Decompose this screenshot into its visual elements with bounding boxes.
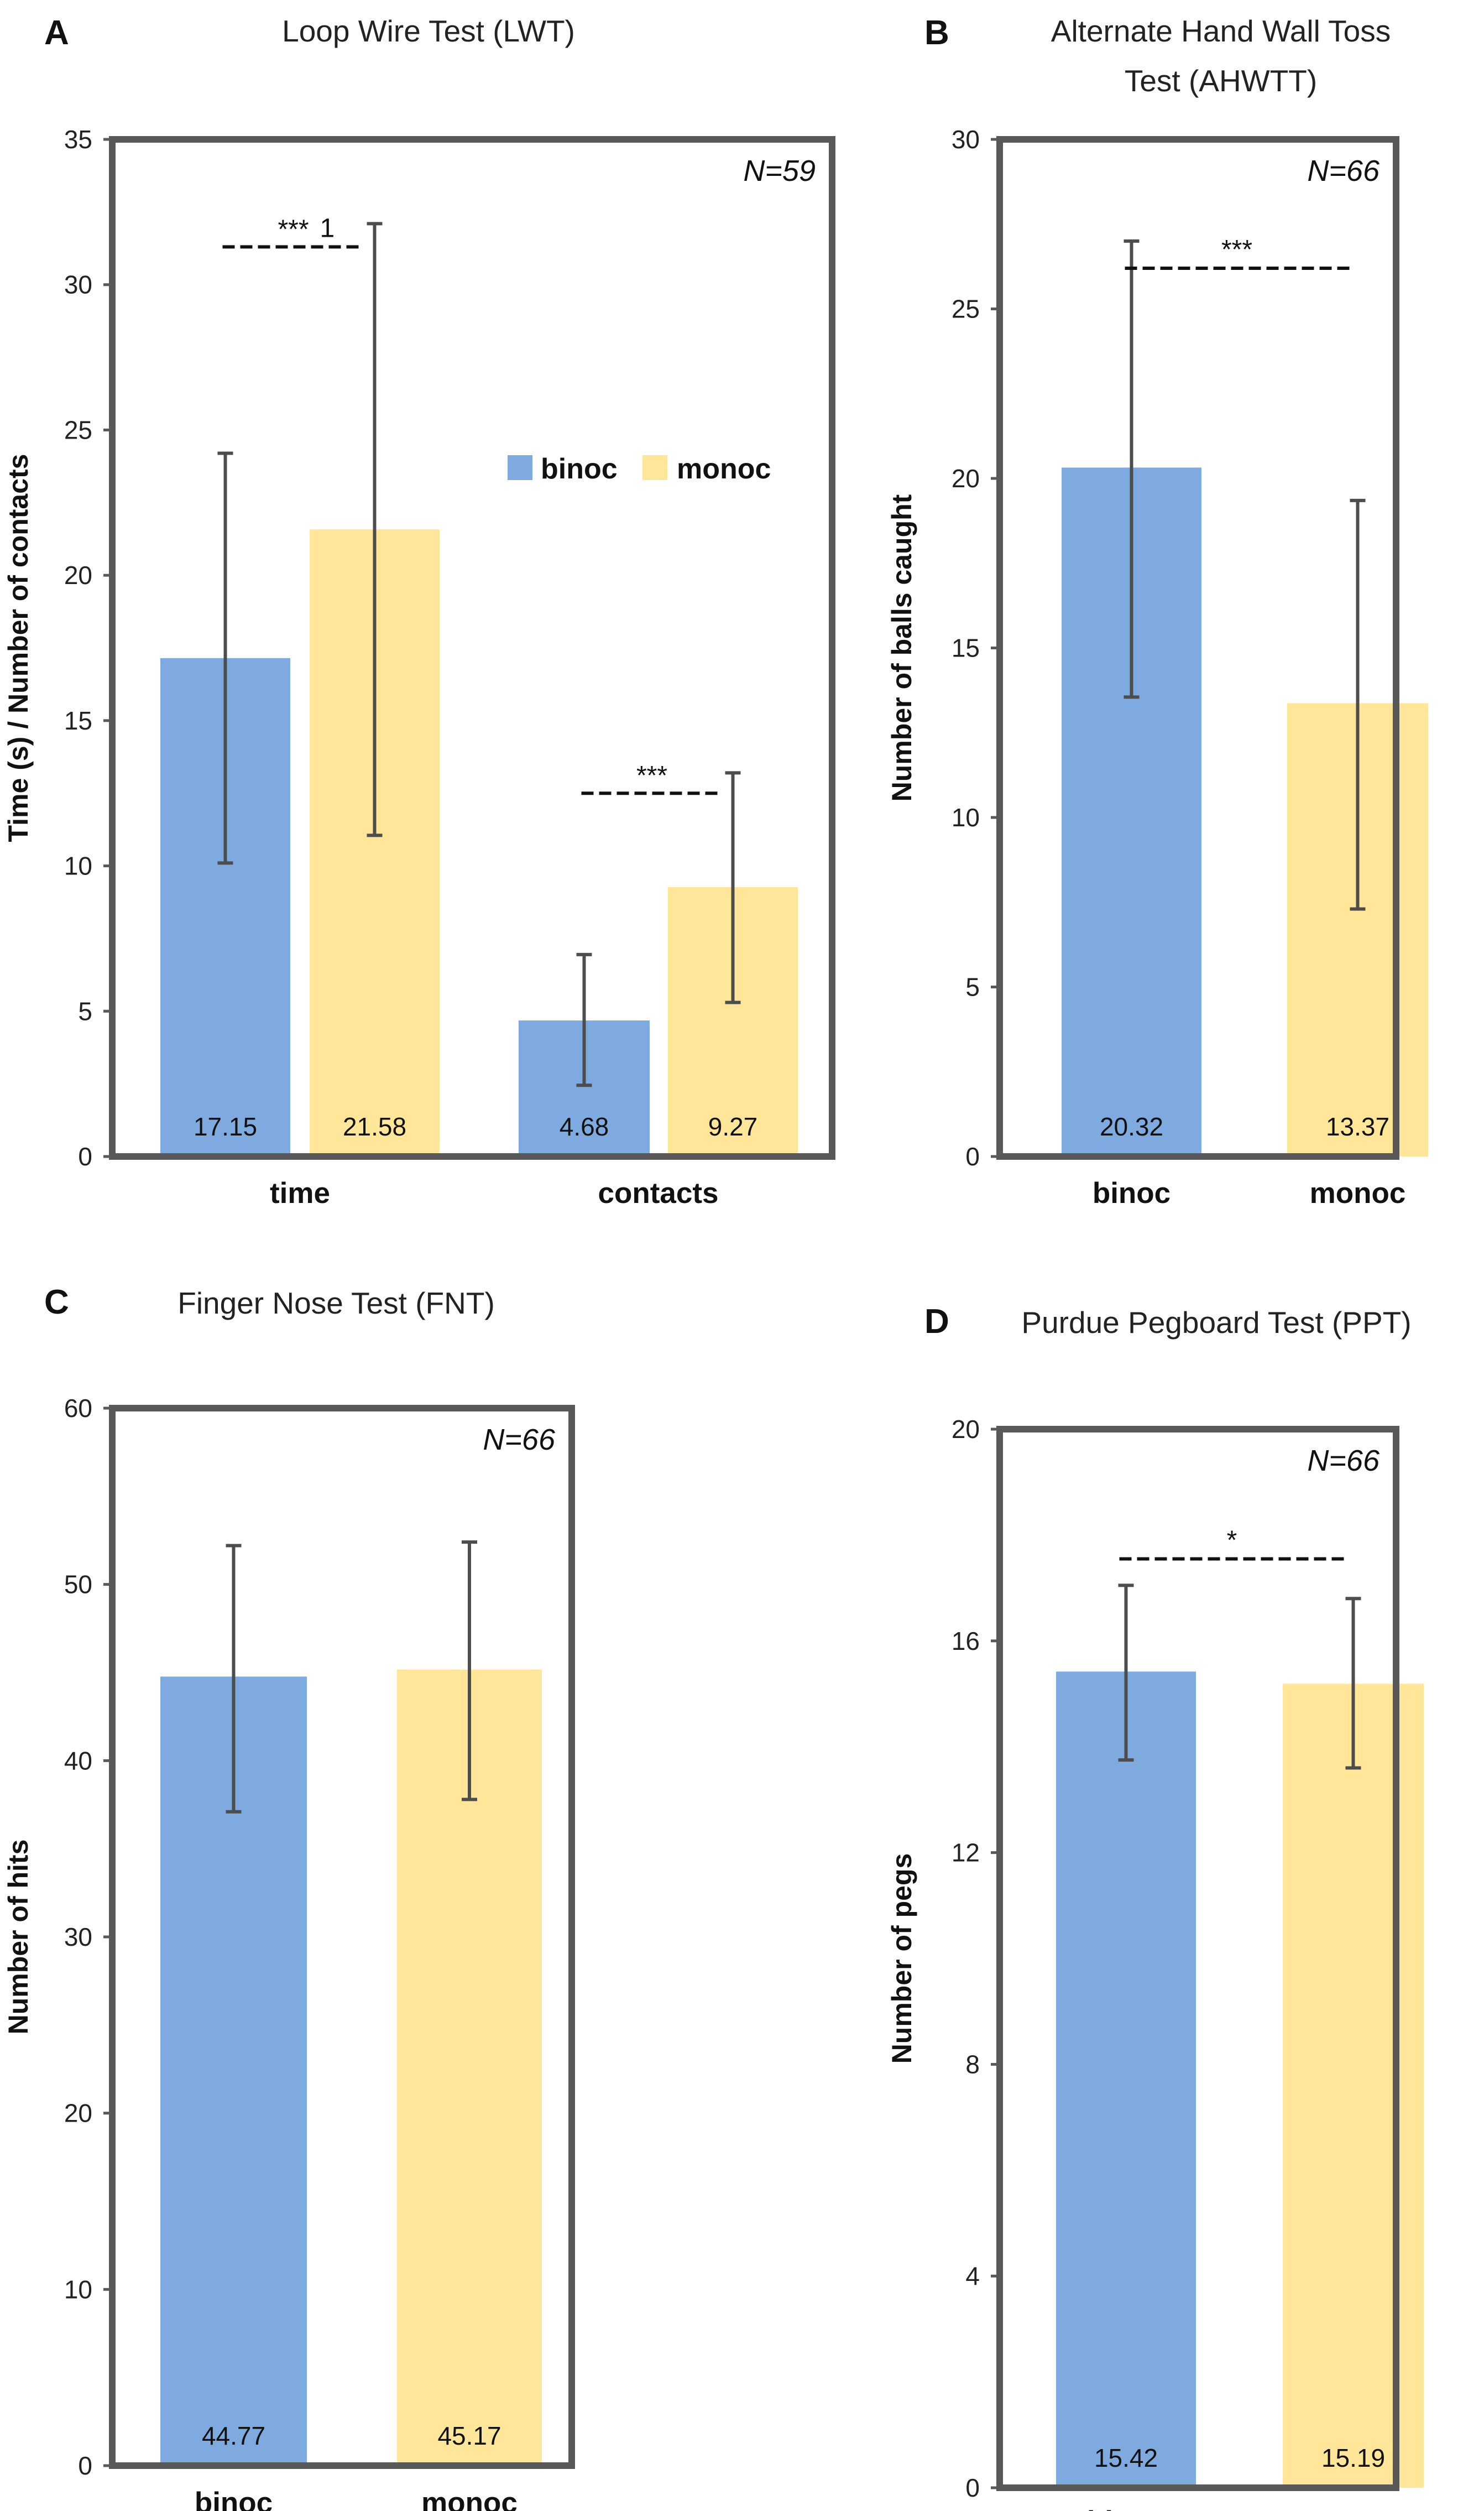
plot-frame <box>109 136 835 1160</box>
y-tick-label: 20 <box>64 561 92 590</box>
y-axis-label: Number of balls caught <box>886 494 917 801</box>
data-label: 21.58 <box>343 1112 406 1141</box>
panel-letter: B <box>924 14 949 52</box>
y-tick-label: 0 <box>78 1142 92 1171</box>
y-axis-label: Number of hits <box>3 1840 34 2035</box>
y-tick-label: 12 <box>952 1838 980 1867</box>
sample-size-label: N=59 <box>743 154 816 187</box>
y-tick-label: 30 <box>64 270 92 299</box>
y-tick-label: 0 <box>965 2473 980 2502</box>
data-label: 9.27 <box>708 1112 758 1141</box>
data-label: 44.77 <box>202 2421 265 2450</box>
y-tick-label: 40 <box>64 1746 92 1775</box>
x-tick-label: monoc <box>421 2487 518 2511</box>
legend-label-monoc: monoc <box>677 453 771 485</box>
panel-letter: A <box>44 14 69 52</box>
sample-size-label: N=66 <box>1307 1444 1380 1477</box>
y-tick-label: 15 <box>64 706 92 735</box>
panel-letter: C <box>44 1283 69 1321</box>
y-tick-label: 60 <box>64 1394 92 1423</box>
sample-size-label: N=66 <box>483 1423 556 1456</box>
y-tick-label: 0 <box>78 2451 92 2480</box>
panel-a: A Loop Wire Test (LWT) 0 5 10 15 20 25 30 35 Time … <box>3 14 835 1210</box>
y-axis-label: Number of pegs <box>886 1853 917 2064</box>
legend-swatch-binoc <box>508 455 532 480</box>
panel-b: B Alternate Hand Wall Toss Test (AHWTT) 0 5 1… <box>886 14 1428 1210</box>
y-tick-label: 30 <box>64 1923 92 1951</box>
significance-label: *** <box>636 761 667 790</box>
sample-size-label: N=66 <box>1307 154 1380 187</box>
x-tick-label: monoc <box>1310 1177 1406 1210</box>
data-label: 13.37 <box>1326 1112 1389 1141</box>
significance-label: *** <box>1221 235 1252 264</box>
y-tick-label: 20 <box>952 464 980 493</box>
panel-d: D Purdue Pegboard Test (PPT) 0 4 8 12 16 20 Numb… <box>886 1303 1424 2511</box>
y-tick-label: 10 <box>952 803 980 832</box>
chart-title: Loop Wire Test (LWT) <box>282 14 575 48</box>
y-tick-label: 25 <box>64 415 92 444</box>
chart-title: Purdue Pegboard Test (PPT) <box>1021 1305 1411 1340</box>
chart-title: Test (AHWTT) <box>1125 64 1317 98</box>
significance-superscript: 1 <box>320 213 335 243</box>
x-tick-label: time <box>270 1177 330 1210</box>
chart-title: Alternate Hand Wall Toss <box>1051 14 1391 48</box>
panel-letter: D <box>924 1303 949 1341</box>
x-tick-label: contacts <box>598 1177 719 1210</box>
plot-frame <box>996 136 1399 1160</box>
legend-label-binoc: binoc <box>541 453 618 485</box>
y-tick-label: 20 <box>64 2099 92 2128</box>
legend-swatch-monoc <box>642 455 667 480</box>
panel-c: C Finger Nose Test (FNT) 0 10 20 30 40 50 60 Numb… <box>3 1283 575 2511</box>
x-tick-label: binoc <box>1093 1177 1171 1210</box>
x-tick-label: binoc <box>195 2487 273 2511</box>
x-tick-label: monoc <box>1305 2505 1402 2511</box>
bar-binoc <box>1056 1671 1196 2488</box>
y-tick-label: 4 <box>965 2262 980 2290</box>
y-tick-label: 0 <box>965 1142 980 1171</box>
y-tick-label: 25 <box>952 295 980 324</box>
data-label: 17.15 <box>194 1112 257 1141</box>
data-label: 15.19 <box>1321 2444 1385 2472</box>
data-label: 4.68 <box>560 1112 609 1141</box>
y-tick-label: 10 <box>64 852 92 881</box>
plot-frame <box>996 1426 1399 2491</box>
y-tick-label: 20 <box>952 1415 980 1444</box>
y-tick-label: 5 <box>78 997 92 1025</box>
plot-frame <box>109 1405 575 2469</box>
bar-monoc <box>397 1669 542 2466</box>
significance-label: *** <box>278 215 309 244</box>
y-tick-label: 5 <box>965 973 980 1002</box>
significance-label: * <box>1227 1525 1237 1555</box>
y-tick-label: 15 <box>952 634 980 663</box>
y-tick-label: 30 <box>952 125 980 154</box>
data-label: 20.32 <box>1100 1112 1163 1141</box>
data-label: 15.42 <box>1094 2444 1158 2472</box>
y-tick-label: 10 <box>64 2275 92 2304</box>
x-tick-label: binoc <box>1087 2505 1165 2511</box>
y-tick-label: 50 <box>64 1570 92 1599</box>
chart-title: Finger Nose Test (FNT) <box>177 1286 495 1320</box>
y-axis-label: Time (s) / Number of contacts <box>3 454 34 842</box>
y-tick-label: 8 <box>965 2050 980 2078</box>
y-tick-label: 35 <box>64 125 92 154</box>
data-label: 45.17 <box>437 2421 501 2450</box>
y-tick-label: 16 <box>952 1627 980 1655</box>
bar-monoc <box>1283 1684 1424 2488</box>
